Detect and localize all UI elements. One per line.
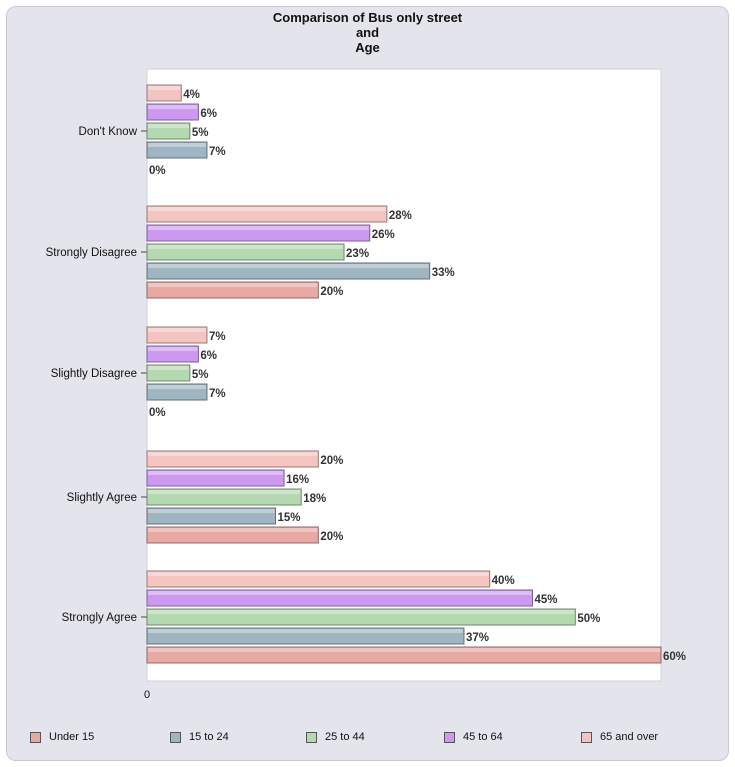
bar <box>146 450 319 468</box>
bar-highlight <box>148 124 189 128</box>
bar-highlight <box>148 471 284 475</box>
bar <box>146 469 285 487</box>
data-label: 20% <box>320 455 343 467</box>
bar <box>146 383 208 401</box>
bar-highlight <box>148 226 369 230</box>
legend-label: 65 and over <box>600 731 659 743</box>
bar-highlight <box>148 245 344 249</box>
bar <box>146 103 199 121</box>
data-label: 37% <box>466 632 489 644</box>
data-label: 0% <box>149 165 166 177</box>
category-label: Slightly Disagree <box>51 368 137 380</box>
bar-highlight <box>148 86 181 90</box>
data-label: 7% <box>209 331 226 343</box>
bar-highlight <box>148 490 301 494</box>
bar <box>146 224 371 242</box>
bar-highlight <box>148 105 198 109</box>
legend-swatch <box>170 731 181 743</box>
bar-highlight <box>148 207 386 211</box>
plot-area <box>146 68 662 682</box>
legend-swatch <box>30 731 41 743</box>
data-label: 5% <box>192 369 209 381</box>
bar <box>146 507 276 525</box>
data-label: 0% <box>149 407 166 419</box>
category-label: Don't Know <box>79 126 138 138</box>
bar-highlight <box>148 328 206 332</box>
bar-highlight <box>148 385 206 389</box>
chart-title: Comparison of Bus only street and Age <box>0 10 735 55</box>
data-label: 33% <box>432 267 455 279</box>
chart-title-line-1: Comparison of Bus only street <box>272 10 463 25</box>
legend-item: Under 15 <box>30 731 94 743</box>
bar-highlight <box>148 610 575 614</box>
data-label: 20% <box>320 286 343 298</box>
data-label: 15% <box>278 512 301 524</box>
category-label: Strongly Disagree <box>46 247 137 259</box>
legend-item: 15 to 24 <box>170 731 229 743</box>
bar <box>146 122 191 140</box>
data-label: 5% <box>192 127 209 139</box>
bar-highlight <box>148 572 489 576</box>
chart-legend: Under 15 15 to 24 25 to 44 45 to 64 65 and o… <box>30 731 710 747</box>
bar <box>146 646 662 664</box>
data-label: 28% <box>389 210 412 222</box>
bar-highlight <box>148 629 463 633</box>
data-label: 6% <box>200 108 217 120</box>
legend-swatch <box>581 731 592 743</box>
bar <box>146 326 208 344</box>
data-label: 4% <box>183 89 200 101</box>
legend-label: 15 to 24 <box>189 731 229 743</box>
bar <box>146 281 319 299</box>
bar-highlight <box>148 452 318 456</box>
bar-highlight <box>148 366 189 370</box>
data-label: 18% <box>303 493 326 505</box>
bar <box>146 345 199 363</box>
bar <box>146 570 491 588</box>
category-label: Strongly Agree <box>62 612 137 624</box>
bar <box>146 488 302 506</box>
data-label: 26% <box>372 229 395 241</box>
bar-highlight <box>148 143 206 147</box>
bar-highlight <box>148 283 318 287</box>
data-label: 45% <box>535 594 558 606</box>
bar <box>146 205 388 223</box>
data-label: 60% <box>663 651 686 663</box>
bar <box>146 243 345 261</box>
x-tick-label: 0 <box>144 689 150 701</box>
legend-swatch <box>444 731 455 743</box>
bar <box>146 141 208 159</box>
legend-swatch <box>306 731 317 743</box>
legend-label: 45 to 64 <box>463 731 503 743</box>
bar <box>146 364 191 382</box>
chart-title-line-3: Age <box>355 40 380 55</box>
bar <box>146 608 576 626</box>
data-label: 6% <box>200 350 217 362</box>
bar <box>146 84 182 102</box>
bar-highlight <box>148 591 532 595</box>
bar <box>146 589 533 607</box>
data-label: 7% <box>209 146 226 158</box>
legend-item: 25 to 44 <box>306 731 365 743</box>
legend-label: 25 to 44 <box>325 731 365 743</box>
bar <box>146 627 465 645</box>
chart-title-line-2: and <box>355 25 380 40</box>
bar-highlight <box>148 347 198 351</box>
bar-highlight <box>148 648 660 652</box>
bar-highlight <box>148 509 275 513</box>
data-label: 50% <box>577 613 600 625</box>
legend-item: 45 to 64 <box>444 731 503 743</box>
legend-item: 65 and over <box>581 731 658 743</box>
legend-label: Under 15 <box>49 731 95 743</box>
bar-highlight <box>148 264 429 268</box>
bar <box>146 526 319 544</box>
data-label: 7% <box>209 388 226 400</box>
data-label: 23% <box>346 248 369 260</box>
category-label: Slightly Agree <box>67 492 137 504</box>
bar <box>146 262 431 280</box>
data-label: 16% <box>286 474 309 486</box>
bar-highlight <box>148 528 318 532</box>
data-label: 40% <box>492 575 515 587</box>
data-label: 20% <box>320 531 343 543</box>
